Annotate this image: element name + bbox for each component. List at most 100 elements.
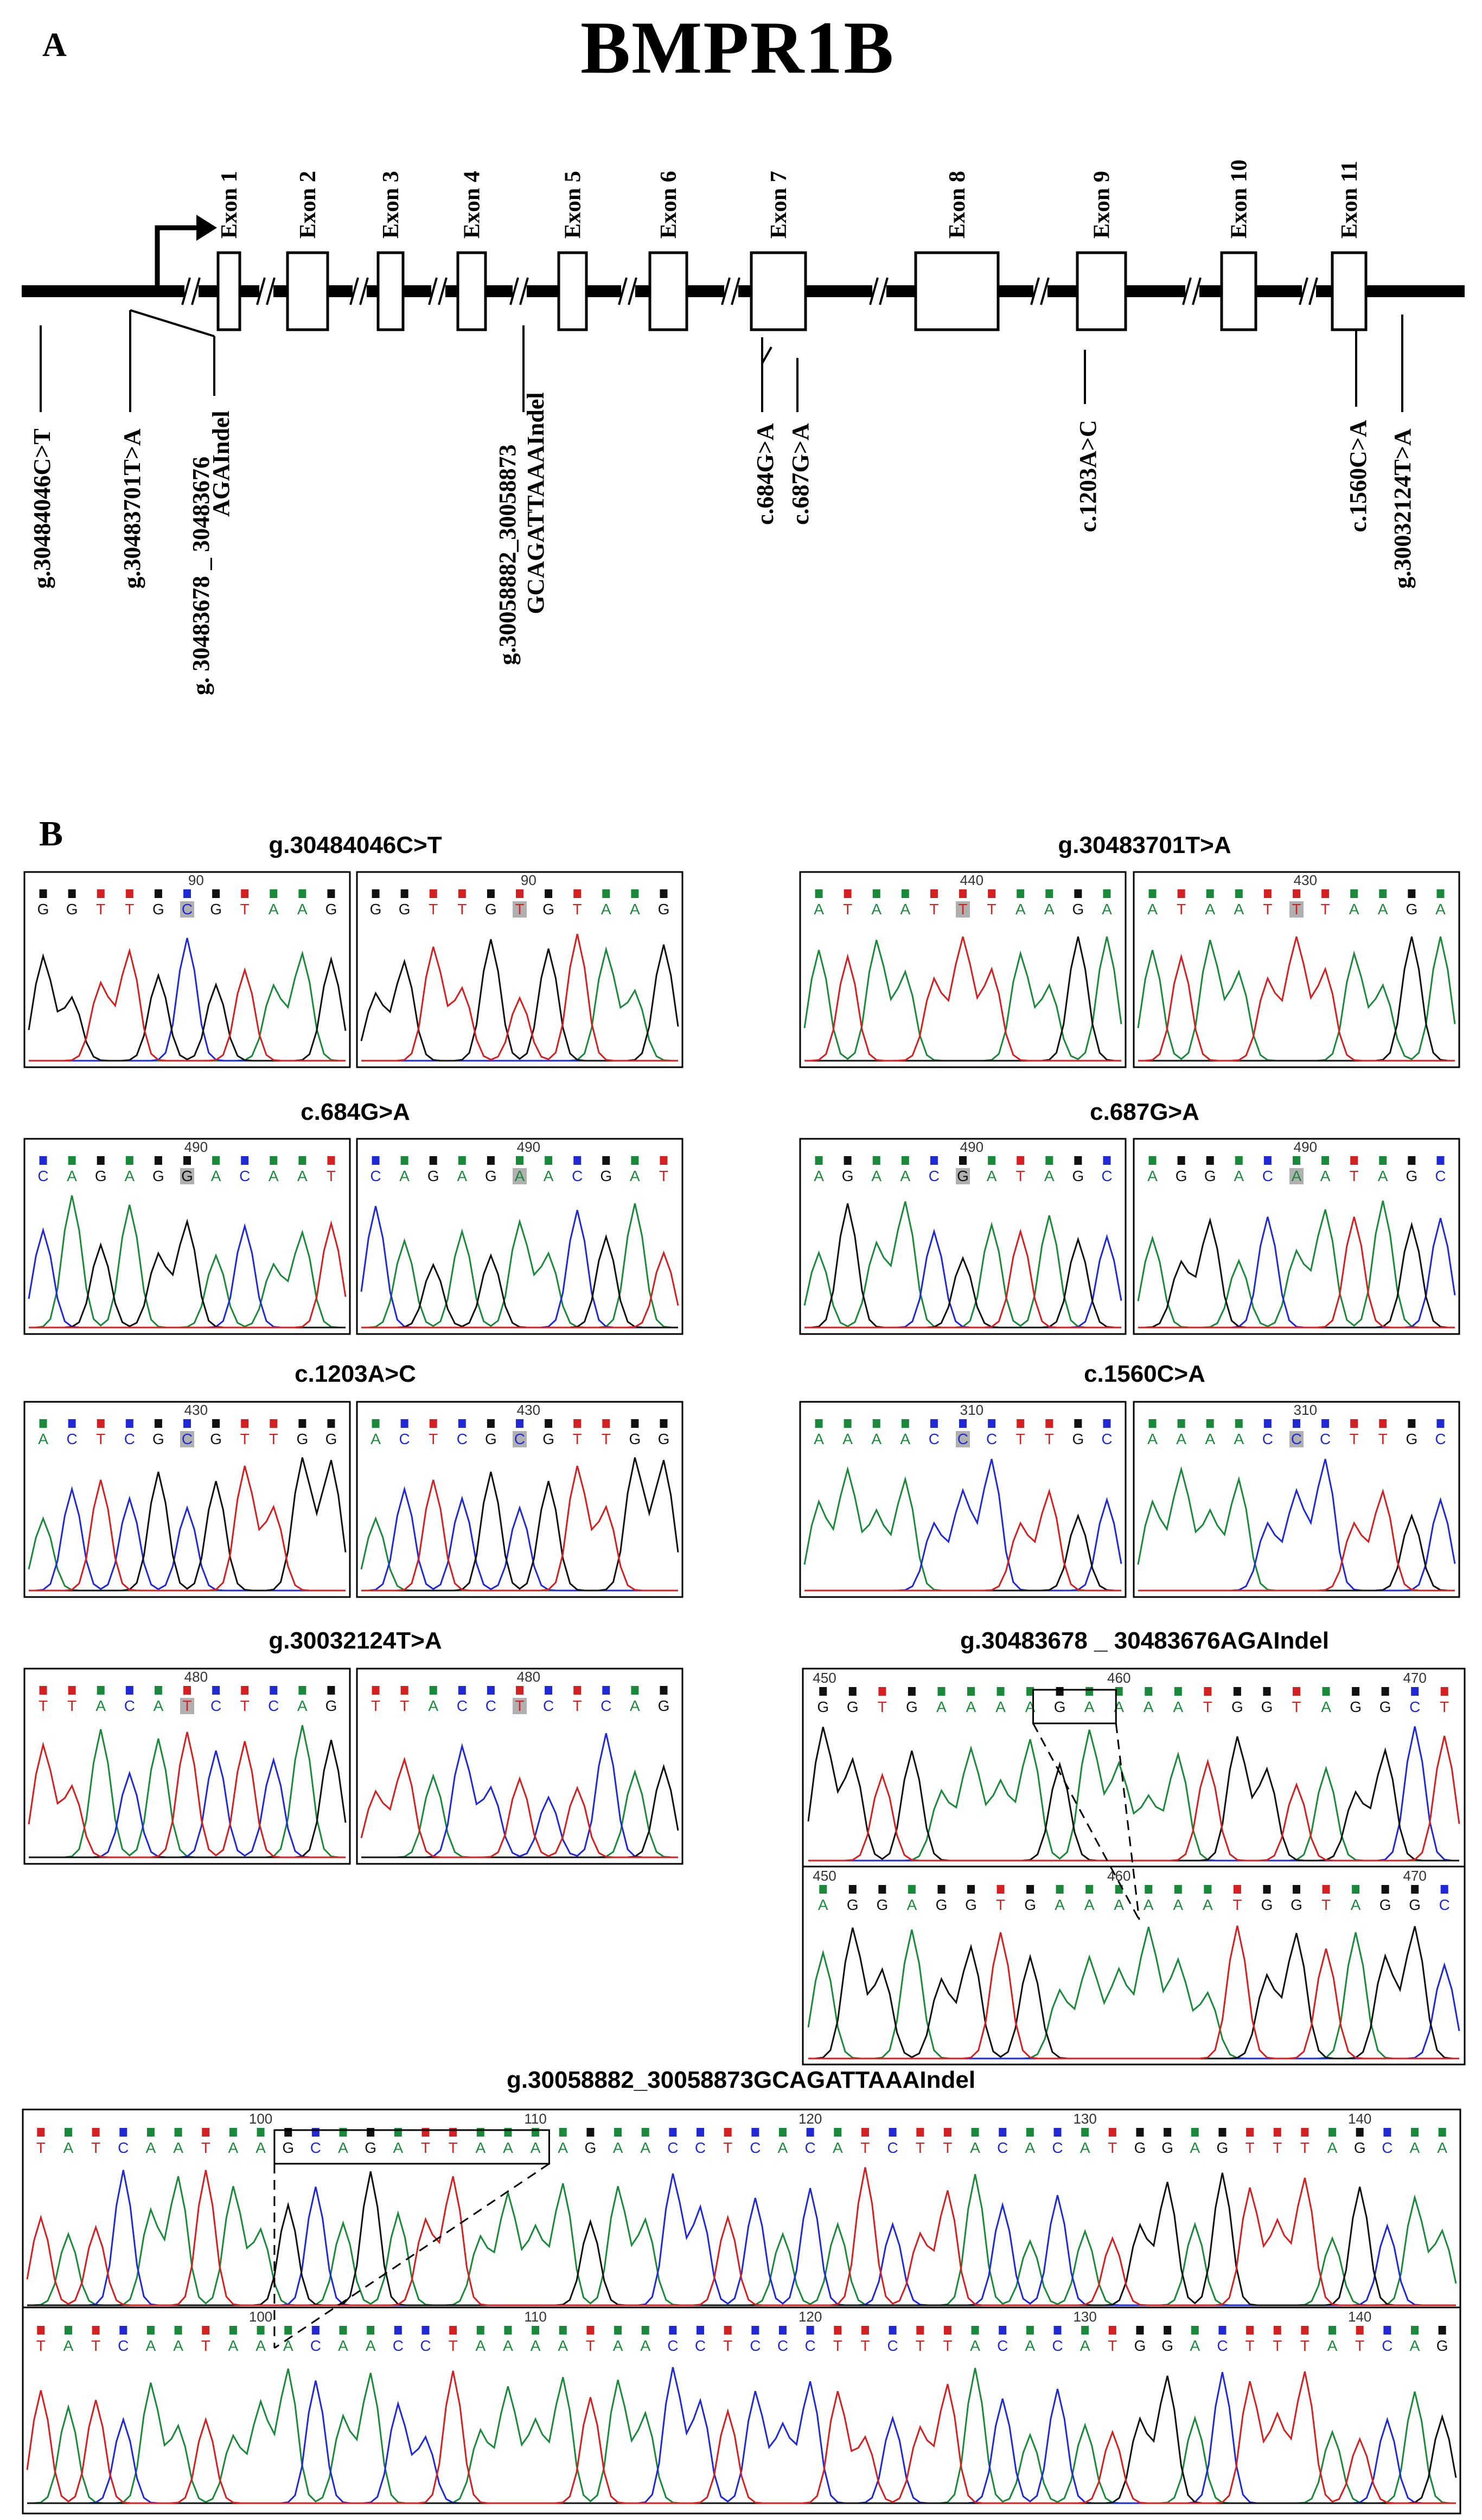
quality-bar xyxy=(889,2326,897,2335)
quality-bar xyxy=(1045,1156,1053,1165)
base-call: C xyxy=(457,1431,468,1447)
base-call: T xyxy=(586,2337,595,2354)
quality-bar xyxy=(1379,1156,1387,1165)
quality-bar xyxy=(1408,1156,1416,1165)
quality-bar xyxy=(284,2128,292,2137)
intron-break-slash xyxy=(256,277,266,305)
base-call: G xyxy=(1406,1431,1417,1447)
trace-line-G xyxy=(29,1457,347,1592)
quality-bar xyxy=(476,2128,484,2137)
quality-bar xyxy=(1177,1419,1185,1428)
quality-bar xyxy=(241,1419,249,1428)
base-call: A xyxy=(1080,2337,1090,2354)
quality-bar xyxy=(872,1156,880,1165)
base-call: A xyxy=(630,901,640,918)
base-call: A xyxy=(1190,2139,1200,2156)
variant-label: g.30032124T>A xyxy=(1389,428,1416,588)
position-label: 140 xyxy=(1348,2309,1371,2325)
intron-break-slash xyxy=(191,277,201,305)
base-call: A xyxy=(1378,1168,1388,1184)
quality-bar xyxy=(125,1686,133,1695)
base-call: G xyxy=(1204,1168,1216,1184)
base-call: A xyxy=(399,1168,410,1184)
base-call: G xyxy=(325,1431,337,1447)
quality-bar xyxy=(1206,1156,1214,1165)
base-call: C xyxy=(1439,1896,1450,1913)
quality-bar xyxy=(1115,1687,1123,1696)
quality-bar xyxy=(92,2326,100,2335)
variant-highlight xyxy=(180,901,194,918)
base-call: A xyxy=(1203,1896,1213,1913)
base-call: A xyxy=(173,2337,183,2354)
variant-highlight xyxy=(1289,1168,1304,1184)
base-call: A xyxy=(63,2139,74,2156)
base-call: A xyxy=(900,1168,910,1184)
base-call: A xyxy=(544,1168,554,1184)
base-call: T xyxy=(1355,2337,1364,2354)
base-call: A xyxy=(95,1697,106,1714)
quality-bar xyxy=(669,2128,677,2137)
base-call: T xyxy=(943,2139,952,2156)
exon-label: Exon 8 xyxy=(945,171,970,239)
base-call: T xyxy=(449,2139,458,2156)
deletion-dashed-line xyxy=(1032,1723,1140,1920)
quality-bar xyxy=(270,1156,278,1165)
quality-bar xyxy=(1218,2326,1227,2335)
variant-label: g. 30483678 _ 30483676 xyxy=(188,457,214,695)
position-label: 450 xyxy=(813,1670,836,1686)
quality-bar xyxy=(1246,2128,1254,2137)
base-call: C xyxy=(1435,1431,1446,1447)
base-call: T xyxy=(996,1896,1005,1913)
base-call: T xyxy=(67,1697,76,1714)
base-call: T xyxy=(723,2337,732,2354)
intron-break-slash xyxy=(731,277,740,305)
gene-structure-diagram: Exon 1 Exon 2 Exon 3 Exon 4 Exon 5 Exon 6 Exon… xyxy=(22,159,1465,695)
base-call: C xyxy=(1382,2337,1392,2354)
exon-box xyxy=(750,251,807,331)
base-call: T xyxy=(125,901,134,918)
base-call: G xyxy=(1406,1168,1417,1184)
intron-break-slash xyxy=(618,277,628,305)
base-call: G xyxy=(1261,1698,1273,1715)
base-call: A xyxy=(900,1431,910,1447)
quality-bar xyxy=(1263,1156,1272,1165)
promoter-arrow-head xyxy=(196,215,217,241)
base-call: G xyxy=(1291,1896,1302,1913)
base-call: T xyxy=(457,901,467,918)
quality-bar xyxy=(1053,2128,1062,2137)
base-call: C xyxy=(514,1431,525,1447)
quality-bar xyxy=(97,889,105,898)
quality-bar xyxy=(516,889,523,898)
base-call: T xyxy=(515,901,524,918)
quality-bar xyxy=(959,1156,967,1165)
base-call: G xyxy=(66,901,78,918)
quality-bar xyxy=(229,2128,237,2137)
quality-bar xyxy=(669,2326,677,2335)
quality-bar xyxy=(996,1885,1005,1894)
base-call: A xyxy=(1205,901,1215,918)
quality-bar xyxy=(257,2326,265,2335)
base-call: C xyxy=(1217,2337,1228,2354)
chromatogram-title: g.30483701T>A xyxy=(1058,832,1231,858)
variant-label: c.1560C>A xyxy=(1345,420,1371,532)
base-call: T xyxy=(96,1431,105,1447)
trace-line-A xyxy=(361,1203,679,1329)
base-call: A xyxy=(1320,1168,1331,1184)
variant-highlight xyxy=(1289,1431,1304,1447)
base-call: G xyxy=(1054,1698,1066,1715)
quality-bar xyxy=(999,2326,1007,2335)
quality-bar xyxy=(815,1156,823,1165)
base-call: T xyxy=(929,901,938,918)
base-call: C xyxy=(182,1431,193,1447)
chromatogram-box xyxy=(802,1865,1466,2066)
quality-bar xyxy=(861,2128,869,2137)
quality-bar xyxy=(1191,2128,1199,2137)
quality-bar xyxy=(889,2128,897,2137)
trace-line-T xyxy=(804,1228,1121,1329)
base-call: A xyxy=(428,1697,438,1714)
quality-bar xyxy=(394,2128,402,2137)
quality-bar xyxy=(400,1156,408,1165)
quality-bar xyxy=(1174,1687,1182,1696)
quality-bar xyxy=(1436,1156,1445,1165)
